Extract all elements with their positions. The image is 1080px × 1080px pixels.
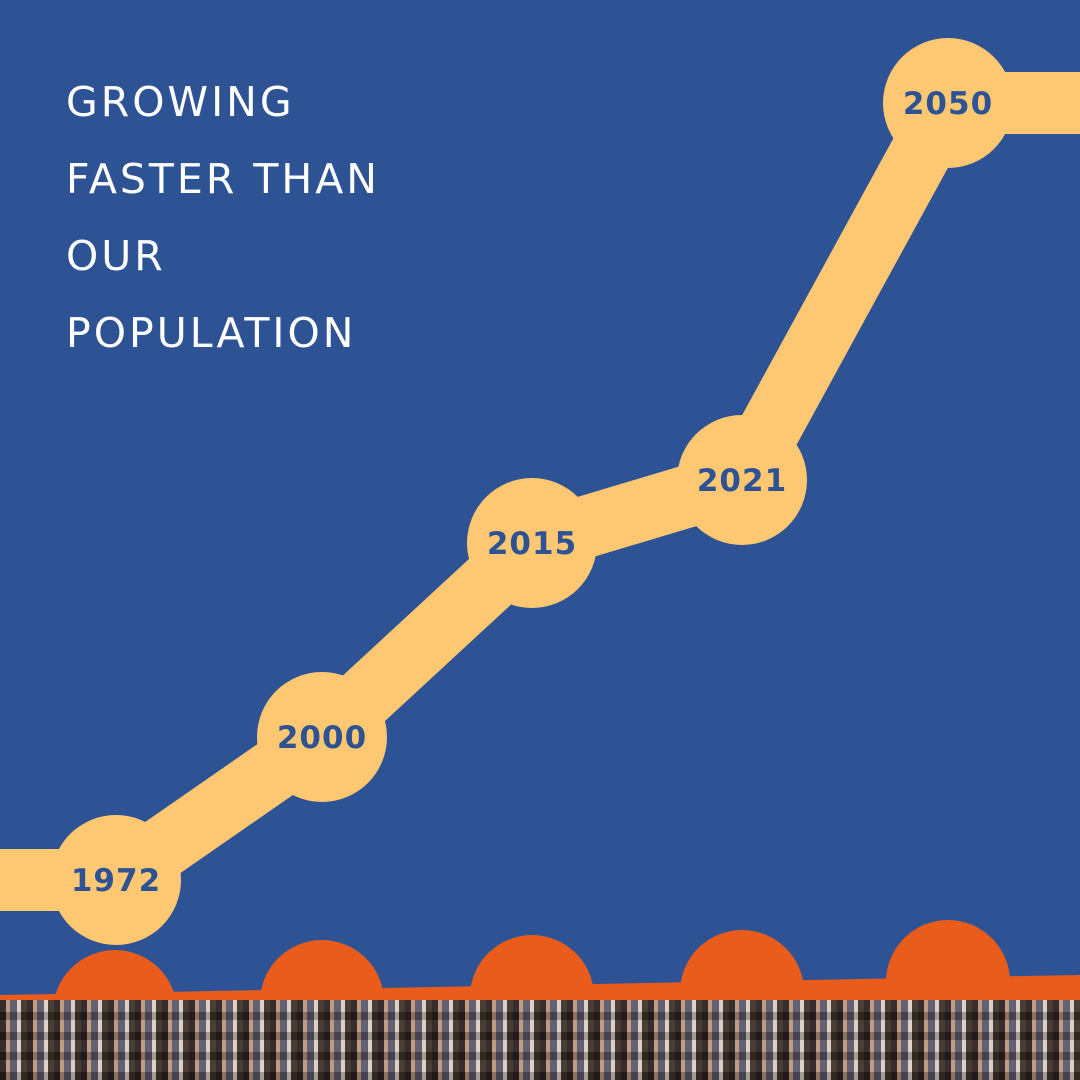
milestone-year: 2050 bbox=[903, 86, 993, 122]
milestone-circle bbox=[883, 38, 1013, 168]
crowd bbox=[0, 1000, 1080, 1080]
milestone-year: 2015 bbox=[487, 526, 577, 562]
title-line: OUR bbox=[66, 232, 166, 280]
milestone-circle bbox=[677, 415, 807, 545]
milestone-circle bbox=[257, 672, 387, 802]
title: GROWING FASTER THAN OUR POPULATION bbox=[66, 78, 380, 357]
milestone-year: 1972 bbox=[71, 863, 161, 899]
milestone-circle bbox=[467, 478, 597, 608]
title-line: GROWING bbox=[66, 78, 295, 126]
milestone-year: 2000 bbox=[277, 720, 367, 756]
milestone-circle bbox=[51, 815, 181, 945]
milestone-year: 2021 bbox=[697, 463, 787, 499]
milestones: 1972 2000 2015 2021 2050 bbox=[51, 38, 1013, 945]
title-line: FASTER THAN bbox=[66, 155, 380, 203]
title-line: POPULATION bbox=[66, 309, 356, 357]
